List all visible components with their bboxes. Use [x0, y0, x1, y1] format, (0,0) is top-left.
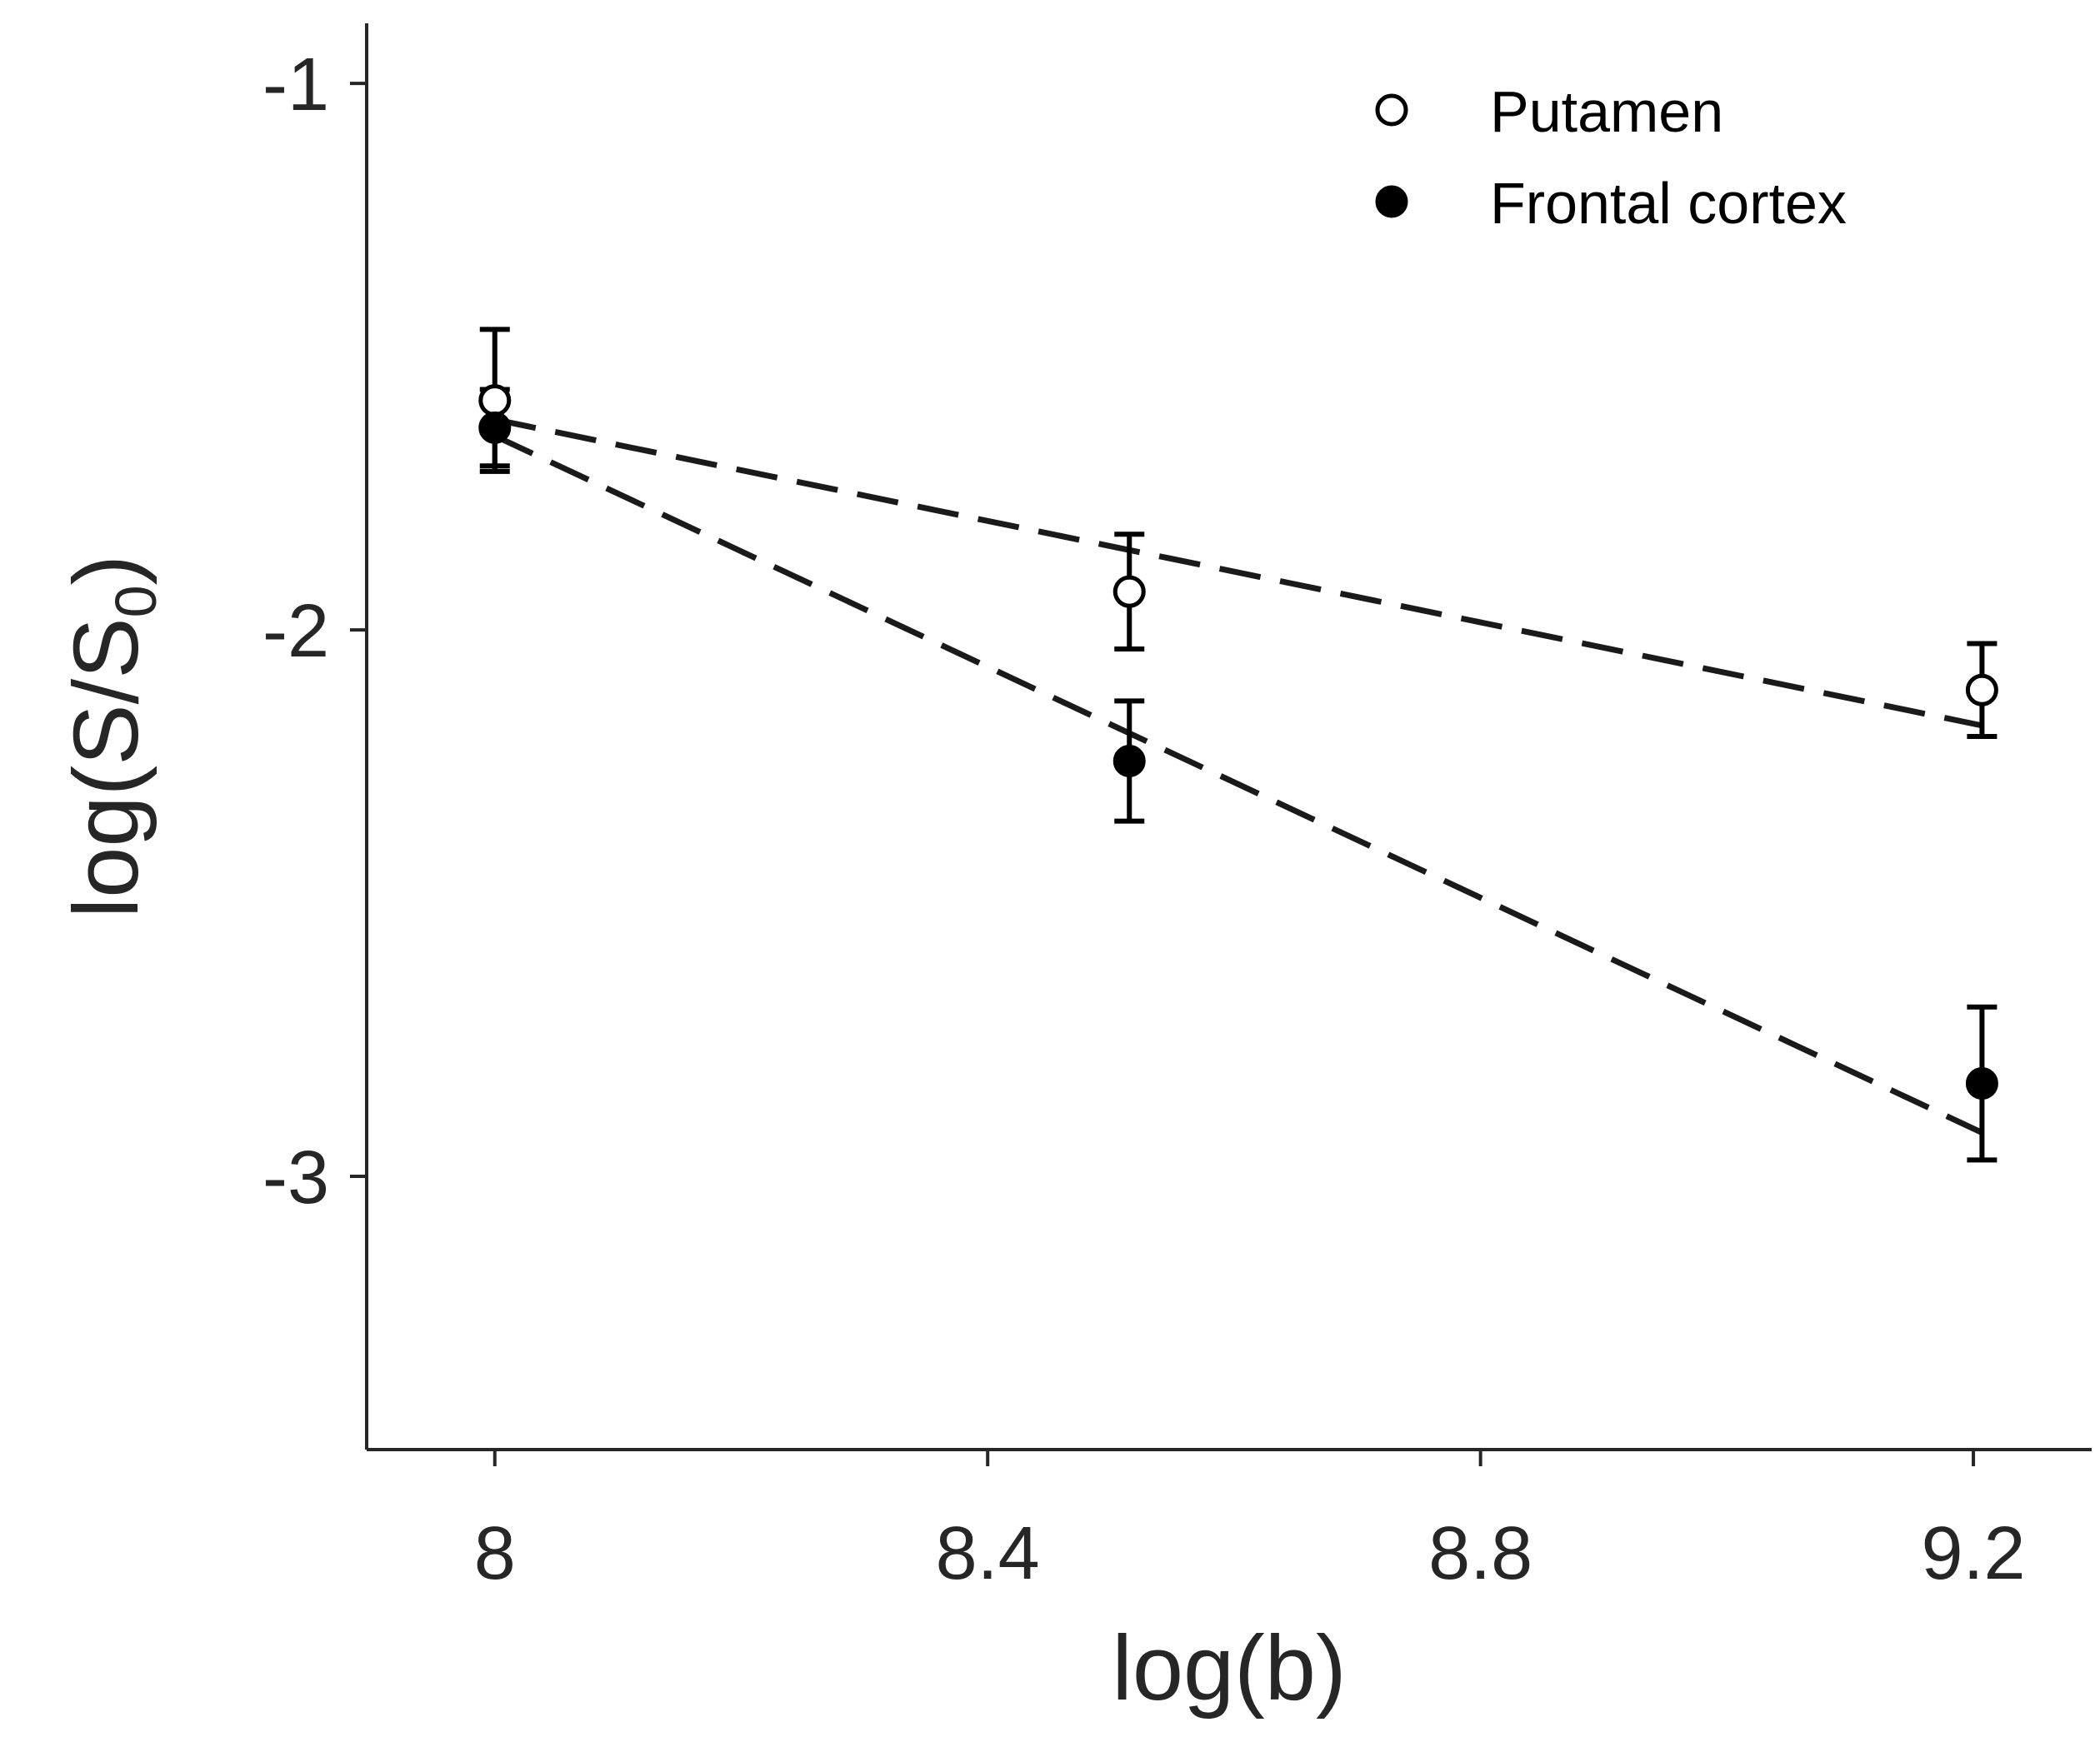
frontal-cortex-data-point	[1112, 745, 1146, 778]
legend: Putamen Frontal cortex	[1375, 79, 1847, 236]
putamen-fit-line	[494, 417, 1983, 729]
y-axis-title-close: )	[55, 555, 158, 586]
x-axis-ticks: 8 8.4 8.8 9.2	[474, 1450, 2026, 1595]
data-points	[478, 384, 1998, 1101]
legend-item-putamen: Putamen	[1375, 79, 1723, 144]
legend-marker	[1375, 185, 1408, 218]
x-tick-label: 8	[474, 1512, 516, 1595]
error-bars	[479, 327, 1998, 1163]
y-axis-title: log(S/S0)	[55, 555, 168, 918]
legend-marker	[1375, 93, 1408, 127]
y-tick-label: -3	[262, 1136, 329, 1220]
axes: 8 8.4 8.8 9.2 -1 -2 -3	[262, 23, 2092, 1595]
legend-label: Putamen	[1490, 79, 1723, 144]
fit-lines	[493, 417, 1983, 1136]
x-tick-label: 9.2	[1921, 1512, 2025, 1595]
putamen-data-point	[1965, 673, 1998, 706]
y-axis-title-main: log(S/S	[55, 617, 158, 918]
putamen-data-point	[1112, 575, 1146, 608]
legend-item-frontal-cortex: Frontal cortex	[1375, 171, 1847, 236]
y-tick-label: -2	[262, 590, 329, 673]
x-axis-title: log(b)	[1112, 1617, 1346, 1720]
frontal-cortex-data-point	[1965, 1067, 1998, 1101]
x-tick-label: 8.8	[1428, 1512, 1532, 1595]
y-axis-ticks: -1 -2 -3	[262, 43, 367, 1220]
frontal-cortex-fit-line	[493, 433, 1983, 1136]
frontal-cortex-data-point	[478, 411, 512, 444]
y-tick-label: -1	[262, 43, 329, 127]
y-axis-title-subscript: 0	[103, 585, 168, 617]
legend-label: Frontal cortex	[1490, 171, 1847, 236]
putamen-data-point	[478, 384, 512, 417]
x-tick-label: 8.4	[936, 1512, 1040, 1595]
